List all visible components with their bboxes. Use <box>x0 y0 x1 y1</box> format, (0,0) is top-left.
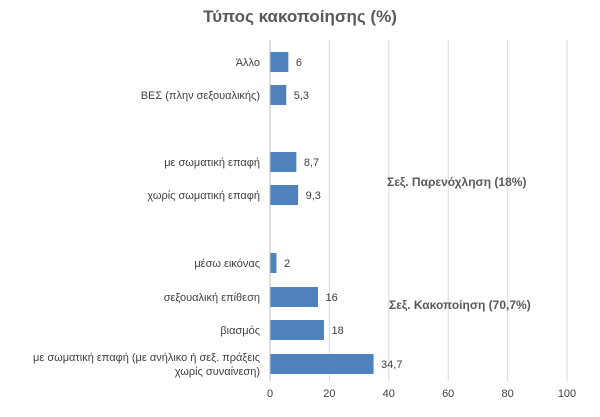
data-label: 16 <box>326 292 338 304</box>
category-label: με σωματική επαφή (με ανήλικο ή σεξ. πρά… <box>33 352 260 364</box>
x-tick-label: 40 <box>383 388 395 400</box>
category-label: με σωματική επαφή <box>164 157 260 169</box>
bar <box>270 320 324 340</box>
category-labels: Άλλο ΒΕΣ (πλην σεξουαλικής) με σωματική επ… <box>33 57 260 378</box>
x-tick-label: 20 <box>323 388 335 400</box>
category-label: σεξουαλική επίθεση <box>164 292 260 304</box>
bar <box>270 287 319 307</box>
group-label-abuse: Σεξ. Κακοποίηση (70,7%) <box>389 298 531 312</box>
data-label: 8,7 <box>304 157 319 169</box>
bars: 6 5,3 8,7 9,3 2 16 18 34,7 <box>270 52 402 374</box>
gridlines <box>269 40 568 381</box>
chart-title: Τύπος κακοποίησης (%) <box>203 7 397 26</box>
data-label: 6 <box>296 57 302 69</box>
x-axis-ticks: 0 20 40 60 80 100 <box>267 388 576 400</box>
data-label: 9,3 <box>306 190 321 202</box>
data-label: 2 <box>284 258 290 270</box>
bar <box>270 185 299 205</box>
x-tick-label: 80 <box>501 388 513 400</box>
data-label: 18 <box>331 325 343 337</box>
x-tick-label: 100 <box>558 388 576 400</box>
category-label: χωρίς σωματική επαφή <box>147 190 260 202</box>
data-label: 5,3 <box>294 90 309 102</box>
bar <box>270 85 287 105</box>
category-label: χωρίς συναίνεση) <box>175 366 260 378</box>
category-label: μέσω εικόνας <box>194 258 260 270</box>
x-tick-label: 0 <box>267 388 273 400</box>
category-label: βιασμός <box>220 325 260 337</box>
group-label-harassment: Σεξ. Παρενόχληση (18%) <box>387 175 526 189</box>
category-label: ΒΕΣ (πλην σεξουαλικής) <box>141 90 260 102</box>
bar <box>270 52 289 72</box>
bar <box>270 253 277 273</box>
category-label: Άλλο <box>236 57 260 69</box>
x-tick-label: 60 <box>442 388 454 400</box>
data-label: 34,7 <box>381 359 402 371</box>
bar <box>270 354 374 374</box>
bar <box>270 152 297 172</box>
